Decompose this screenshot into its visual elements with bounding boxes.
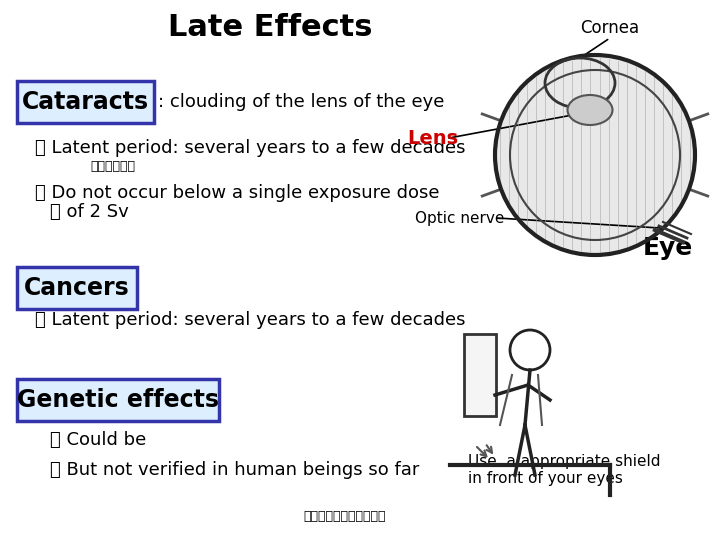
Text: ・ But not verified in human beings so far: ・ But not verified in human beings so fa… — [50, 461, 419, 479]
FancyBboxPatch shape — [17, 379, 219, 421]
Text: ・ Latent period: several years to a few decades: ・ Latent period: several years to a few … — [35, 139, 466, 157]
FancyBboxPatch shape — [17, 267, 137, 309]
Text: Cataracts: Cataracts — [22, 90, 149, 114]
Text: Lens: Lens — [407, 129, 458, 147]
Text: Eye: Eye — [643, 236, 693, 260]
Text: Use  a appropriate shield
in front of your eyes: Use a appropriate shield in front of you… — [468, 454, 660, 486]
Text: Genetic effects: Genetic effects — [17, 388, 219, 412]
Text: : clouding of the lens of the eye: : clouding of the lens of the eye — [158, 93, 444, 111]
Text: ［潜伏期間］: ［潜伏期間］ — [90, 159, 135, 172]
Text: Optic nerve: Optic nerve — [415, 211, 505, 226]
FancyBboxPatch shape — [17, 81, 154, 123]
Text: ・ Do not occur below a single exposure dose: ・ Do not occur below a single exposure d… — [35, 184, 439, 202]
Text: ・ of 2 Sv: ・ of 2 Sv — [50, 203, 129, 221]
Text: ・ Latent period: several years to a few decades: ・ Latent period: several years to a few … — [35, 311, 466, 329]
Text: Cancers: Cancers — [24, 276, 130, 300]
Text: Cornea: Cornea — [580, 19, 639, 37]
Polygon shape — [495, 55, 695, 255]
FancyBboxPatch shape — [464, 334, 496, 416]
Ellipse shape — [567, 95, 613, 125]
Text: 大学等放射線施設協議会: 大学等放射線施設協議会 — [304, 510, 386, 523]
Text: Late Effects: Late Effects — [168, 14, 372, 43]
Text: ・ Could be: ・ Could be — [50, 431, 146, 449]
